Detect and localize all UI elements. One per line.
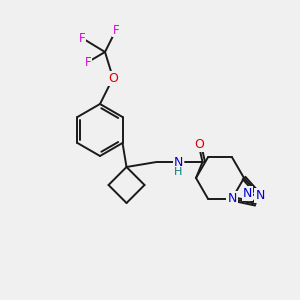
Text: F: F — [113, 23, 119, 37]
Text: N: N — [243, 187, 252, 200]
Text: F: F — [85, 56, 91, 68]
Text: N: N — [227, 192, 237, 205]
Text: F: F — [79, 32, 85, 44]
Text: H: H — [174, 167, 183, 177]
Text: O: O — [195, 137, 205, 151]
Text: N: N — [255, 189, 265, 202]
Text: N: N — [174, 155, 183, 169]
Text: O: O — [108, 71, 118, 85]
